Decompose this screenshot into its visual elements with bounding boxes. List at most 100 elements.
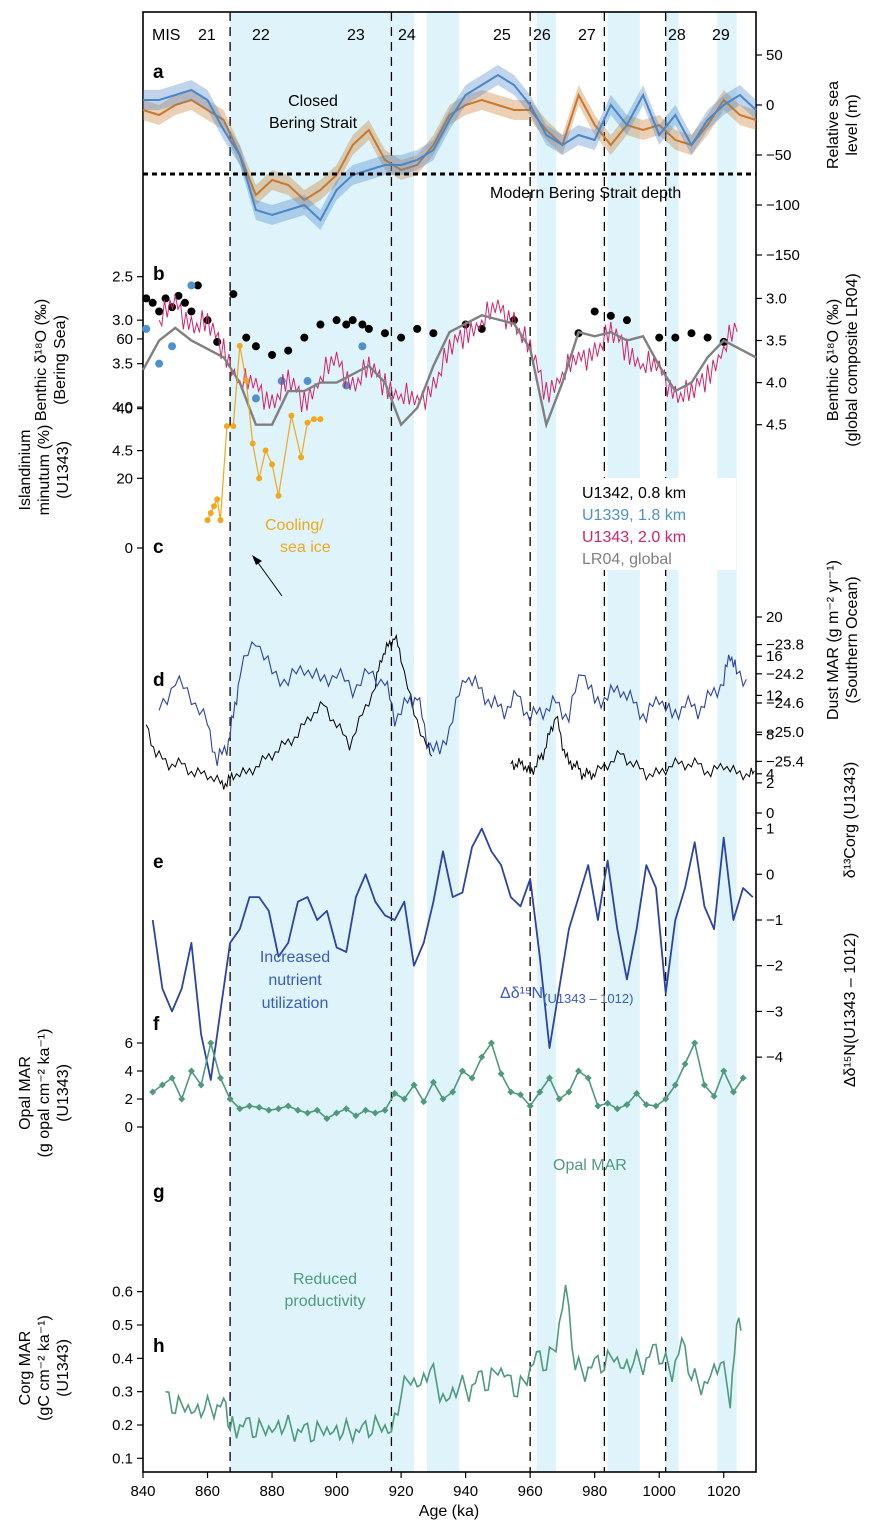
h-left-axis-tick-label: 0.6 <box>112 1284 133 1301</box>
f-right-axis-tick-label: 2 <box>766 775 774 792</box>
benthic-d18o-point <box>429 329 438 338</box>
interglacial-band <box>536 12 556 1472</box>
dust-mar-line <box>510 715 755 782</box>
legend: U1342, 0.8 km U1339, 1.8 km U1343, 2.0 k… <box>578 478 736 570</box>
benthic-d18o-point <box>187 281 196 290</box>
opal-mar-point <box>497 1070 505 1078</box>
benthic-d18o-point <box>358 320 367 329</box>
d-right-axis-tick-label: 4 <box>766 766 774 783</box>
benthic-d18o-point <box>251 394 260 403</box>
islandinium-point <box>243 377 250 384</box>
opal-mar-point <box>187 1067 195 1075</box>
interglacial-band <box>665 12 679 1472</box>
benthic-d18o-point <box>413 324 422 333</box>
benthic-d18o-point <box>148 298 157 307</box>
x-axis-ticks: 840 860 880 900 920 940 960 980 1000 1020 <box>130 1472 740 1500</box>
opal-mar-point <box>313 1106 321 1114</box>
benthic-d18o-point <box>142 294 151 303</box>
legend-entry: LR04, global <box>582 551 672 568</box>
opal-mar-point <box>410 1081 418 1089</box>
opal-mar-point <box>613 1105 621 1113</box>
opal-mar-point <box>197 1081 205 1089</box>
d15n-series-name: Δδ¹⁵N <box>500 985 543 1002</box>
opal-mar-point <box>207 1039 215 1047</box>
benthic-d18o-point <box>203 316 212 325</box>
benthic-d18o-point <box>142 324 151 333</box>
benthic-d18o-point <box>671 333 680 342</box>
benthic-d18o-point <box>284 346 293 355</box>
mis-label: 22 <box>252 27 270 44</box>
benthic-d18o-point <box>316 320 325 329</box>
benthic-d18o-point <box>655 333 664 342</box>
opal-mar-point <box>652 1102 660 1110</box>
opal-mar-point <box>478 1053 486 1061</box>
opal-mar-point <box>623 1101 631 1109</box>
benthic-d18o-point <box>193 281 202 290</box>
u1343-d18o-line <box>158 295 738 412</box>
f-right-axis-tick-label: 1 <box>766 821 774 838</box>
benthic-d18o-point <box>174 291 183 300</box>
opal-mar-point <box>265 1106 273 1114</box>
f-right-axis-tick-label: −4 <box>766 1049 783 1066</box>
dust-mar-line <box>145 633 433 790</box>
g-axis-label-line: (U1343) <box>55 1064 72 1122</box>
panel-letter-a: a <box>153 62 164 83</box>
islandinium-point <box>298 454 305 461</box>
d-right-axis-tick-label: 0 <box>766 805 774 822</box>
opal-mar-point <box>720 1067 728 1075</box>
corg-mar-line <box>165 1284 742 1445</box>
benthic-d18o-point <box>332 316 341 325</box>
benthic-d18o-point <box>251 342 260 351</box>
opal-mar-point <box>362 1106 370 1114</box>
b-left-axis-tick-label: 3.0 <box>112 312 133 329</box>
e-axis-label: δ¹³Corg (U1343) <box>842 762 859 879</box>
interglacial-band <box>717 12 737 1472</box>
x-tick-label: 960 <box>518 1483 543 1500</box>
opal-mar-point <box>400 1095 408 1103</box>
opal-mar-point <box>671 1081 679 1089</box>
islandinium-point <box>236 342 243 349</box>
islandinium-point <box>230 423 237 430</box>
mis-label: 28 <box>668 27 686 44</box>
x-tick-label: 940 <box>453 1483 478 1500</box>
islandinium-point <box>317 416 324 423</box>
benthic-d18o-point <box>687 329 696 338</box>
benthic-d18o-point <box>229 290 238 299</box>
opal-mar-point <box>304 1109 312 1117</box>
panel-letter-f: f <box>153 1014 160 1035</box>
islandinium-point <box>304 419 311 426</box>
arrow-head-icon <box>252 555 262 565</box>
interglacial-band <box>607 12 640 1472</box>
benthic-d18o-point <box>180 298 189 307</box>
benthic-d18o-point <box>358 342 367 351</box>
c-left-axis-tick-label: 0 <box>125 540 133 557</box>
opal-mar-point <box>487 1039 495 1047</box>
x-tick-label: 980 <box>582 1483 607 1500</box>
opal-mar-point <box>633 1089 641 1097</box>
x-axis-label: Age (ka) <box>419 1503 479 1520</box>
opal-mar-point <box>284 1102 292 1110</box>
glacial-boundary-lines <box>229 12 667 1472</box>
opal-mar-point <box>691 1039 699 1047</box>
mis-labels: MIS 21 22 23 24 25 26 27 28 29 <box>152 27 730 44</box>
b-right-axis-tick-label: 4.5 <box>766 417 787 434</box>
opal-mar-point <box>226 1095 234 1103</box>
opal-mar-point <box>381 1106 389 1114</box>
benthic-d18o-point <box>622 316 631 325</box>
opal-mar-point <box>516 1091 524 1099</box>
benthic-d18o-point <box>161 294 170 303</box>
islandinium-point <box>256 475 263 482</box>
modern-depth-text: Modern Bering Strait depth <box>490 185 681 202</box>
benthic-d18o-point <box>268 350 277 359</box>
opal-mar-point <box>710 1092 718 1100</box>
e-axis-label-line: δ¹³Corg (U1343) <box>842 762 859 879</box>
b-right-axis-label: Benthic δ¹⁸O (‰) (global composite LR04) <box>825 273 861 446</box>
h-left-axis-tick-label: 0.2 <box>112 1417 133 1434</box>
interglacial-shading <box>230 12 737 1472</box>
opal-mar-point <box>584 1074 592 1082</box>
lr04-d18o-line <box>141 314 757 429</box>
panel-letter-e: e <box>153 852 164 873</box>
x-tick-label: 1000 <box>643 1483 676 1500</box>
